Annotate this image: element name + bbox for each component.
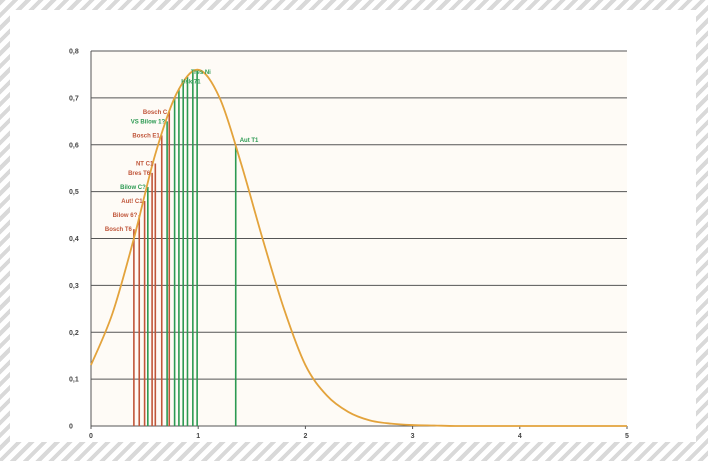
- annotation-label: Bosch E1: [132, 133, 160, 139]
- annotation-label: Bosch C: [143, 110, 168, 116]
- chart: 0 0,1 0,2 0,3 0,4 0,5 0,6 0,7 0,8 0 1 2 3 4 5 Bosch T6…: [69, 49, 629, 441]
- y-tick-label: 0,6: [69, 142, 79, 149]
- y-tick-label: 0,4: [69, 236, 79, 243]
- annotation-label: VS Bilow 1?: [131, 119, 166, 125]
- x-tick-label: 3: [411, 433, 415, 440]
- annotation-label: Aut T1: [240, 138, 259, 144]
- y-tick-label: 0: [69, 424, 73, 431]
- chart-panel: 0 0,1 0,2 0,3 0,4 0,5 0,6 0,7 0,8 0 1 2 3 4 5 Bosch T6…: [10, 10, 696, 442]
- y-tick-label: 0,3: [69, 283, 79, 290]
- annotation-label: Tres Ni: [191, 70, 211, 76]
- x-tick-label: 0: [89, 433, 93, 440]
- y-tick-label: 0,5: [69, 189, 79, 196]
- annotation-label: NT C1: [136, 162, 154, 168]
- x-tick-label: 2: [303, 433, 307, 440]
- annotation-label: Aut! C1: [121, 199, 143, 205]
- y-tick-label: 0,8: [69, 49, 79, 56]
- x-tick-label: 5: [625, 433, 629, 440]
- x-tick-label: 4: [518, 433, 522, 440]
- y-tick-label: 0,1: [69, 377, 79, 384]
- annotation-label: Bosch T6: [105, 227, 133, 233]
- distribution-curve: [90, 68, 627, 427]
- annotation-label: Bilow C?: [120, 185, 146, 191]
- y-tick-label: 0,7: [69, 95, 79, 102]
- annotation-label: Hsk 71: [181, 79, 201, 85]
- x-tick-label: 1: [196, 433, 200, 440]
- annotation-label: Bilow 6?: [113, 213, 138, 219]
- annotation-label: Bres T6: [128, 171, 151, 177]
- y-tick-label: 0,2: [69, 330, 79, 337]
